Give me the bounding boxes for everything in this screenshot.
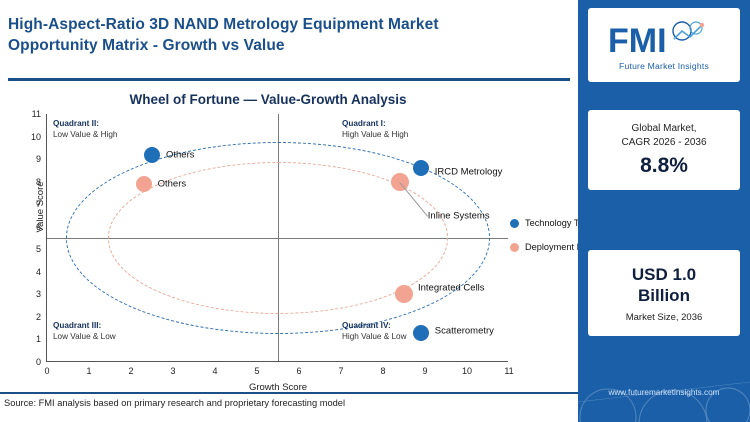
x-tick-label: 3 xyxy=(170,366,176,376)
cagr-label-line2: CAGR 2026 - 2036 xyxy=(621,137,707,148)
y-tick-label: 11 xyxy=(31,109,41,119)
y-tick-label: 7 xyxy=(35,199,41,210)
quadrant-title: Quadrant III: xyxy=(53,321,102,330)
x-tick-label: 11 xyxy=(504,366,514,376)
x-tick-label: 2 xyxy=(128,366,134,376)
quadrant-title: Quadrant I: xyxy=(342,119,386,128)
chart-legend: Technology Type Deployment Mode xyxy=(510,218,630,266)
data-point-label: Integrated Cells xyxy=(418,282,485,294)
x-tick-label: 10 xyxy=(461,366,473,376)
x-tick-label: 8 xyxy=(380,366,386,376)
quadrant-label-q4: Quadrant IV: High Value & Low xyxy=(342,320,406,342)
x-tick-label: 5 xyxy=(254,366,260,376)
y-tick-label: 5 xyxy=(35,244,41,255)
quadrant-subtitle: High Value & High xyxy=(342,130,409,139)
quadrant-title: Quadrant II: xyxy=(53,119,99,128)
y-tick-label: 6 xyxy=(35,221,41,232)
data-point-label: IRCD Metrology xyxy=(434,166,503,178)
cagr-value: 8.8% xyxy=(640,154,688,177)
legend-item-deployment-mode: Deployment Mode xyxy=(510,242,630,252)
data-point-label: Inline Systems xyxy=(427,210,490,222)
data-point-label: Scatterometry xyxy=(434,325,494,337)
y-tick-label: 2 xyxy=(35,311,41,322)
market-size-value-line1: USD 1.0 xyxy=(631,264,697,284)
y-tick-label: 8 xyxy=(35,176,41,187)
stat-card-cagr: Global Market, CAGR 2026 - 2036 8.8% xyxy=(588,110,740,190)
x-tick-label: 1 xyxy=(86,366,92,376)
chart-container: Wheel of Fortune — Value-Growth Analysis… xyxy=(8,86,600,393)
x-tick-label: 4 xyxy=(212,366,218,376)
quadrant-label-q1: Quadrant I: High Value & High xyxy=(342,118,408,140)
title-line-2: Opportunity Matrix - Growth vs Value xyxy=(8,37,285,54)
y-tick-label: 1 xyxy=(35,334,41,345)
chart-title: Wheel of Fortune — Value-Growth Analysis xyxy=(129,92,407,107)
x-tick-label: 6 xyxy=(296,366,302,376)
outer-ellipse xyxy=(65,142,491,334)
rail-url: www.futuremarketinsights.com xyxy=(608,388,720,397)
data-point xyxy=(144,146,160,163)
data-point xyxy=(412,160,429,177)
legend-dot-deployment-mode xyxy=(510,242,519,252)
cagr-label-line1: Global Market, xyxy=(631,123,697,134)
title-divider xyxy=(8,78,570,81)
legend-label-deployment-mode: Deployment Mode xyxy=(525,242,600,252)
x-tick-label: 7 xyxy=(338,366,344,376)
data-point xyxy=(135,175,152,192)
x-axis-label: Growth Score xyxy=(248,382,308,393)
source-note: Source: FMI analysis based on primary re… xyxy=(4,398,346,408)
quadrant-title: Quadrant IV: xyxy=(342,321,391,330)
title-line-1: High-Aspect-Ratio 3D NAND Metrology Equi… xyxy=(8,16,439,33)
x-tick-label: 0 xyxy=(44,366,50,376)
main-panel: High-Aspect-Ratio 3D NAND Metrology Equi… xyxy=(0,14,600,408)
x-tick-label: 9 xyxy=(422,366,428,376)
quadrant-subtitle: High Value & Low xyxy=(342,332,407,341)
y-tick-label: 4 xyxy=(35,266,41,277)
rail-decoration xyxy=(578,362,750,422)
inner-ellipse xyxy=(107,162,449,314)
right-rail: FMI Future Market Insights Global Market… xyxy=(578,0,750,422)
y-tick-label: 10 xyxy=(30,131,41,142)
legend-dot-technology-type xyxy=(510,218,519,228)
footer-divider xyxy=(0,392,578,394)
logo-tagline: Future Market Insights xyxy=(619,61,709,71)
scatter-plot: Value Score Growth Score 0 1 2 3 4 5 6 7 8 9 10 11 0… xyxy=(31,109,514,393)
data-point-label: Others xyxy=(166,149,195,161)
market-size-sublabel: Market Size, 2036 xyxy=(625,311,703,323)
y-tick-label: 3 xyxy=(35,289,41,300)
stat-card-market-size: USD 1.0 Billion Market Size, 2036 xyxy=(588,250,740,336)
svg-text:FMI: FMI xyxy=(608,22,667,59)
data-point-label: Others xyxy=(157,178,187,190)
quadrant-label-q2: Quadrant II: Low Value & High xyxy=(53,118,117,140)
market-size-value-line2: Billion xyxy=(638,285,690,305)
y-tick-label: 0 xyxy=(35,357,41,367)
fmi-logo-icon: FMI xyxy=(608,21,705,59)
data-point xyxy=(412,324,429,341)
quadrant-label-q3: Quadrant III: Low Value & Low xyxy=(53,320,116,342)
quadrant-subtitle: Low Value & Low xyxy=(53,332,116,341)
logo-card: FMI Future Market Insights xyxy=(588,8,740,82)
legend-label-technology-type: Technology Type xyxy=(525,218,594,228)
page-title: High-Aspect-Ratio 3D NAND Metrology Equi… xyxy=(8,14,528,56)
rail-decoration-svg xyxy=(578,381,750,422)
quadrant-subtitle: Low Value & High xyxy=(53,130,118,139)
legend-item-technology-type: Technology Type xyxy=(510,218,630,228)
data-point xyxy=(395,285,413,304)
y-tick-label: 9 xyxy=(35,154,41,165)
